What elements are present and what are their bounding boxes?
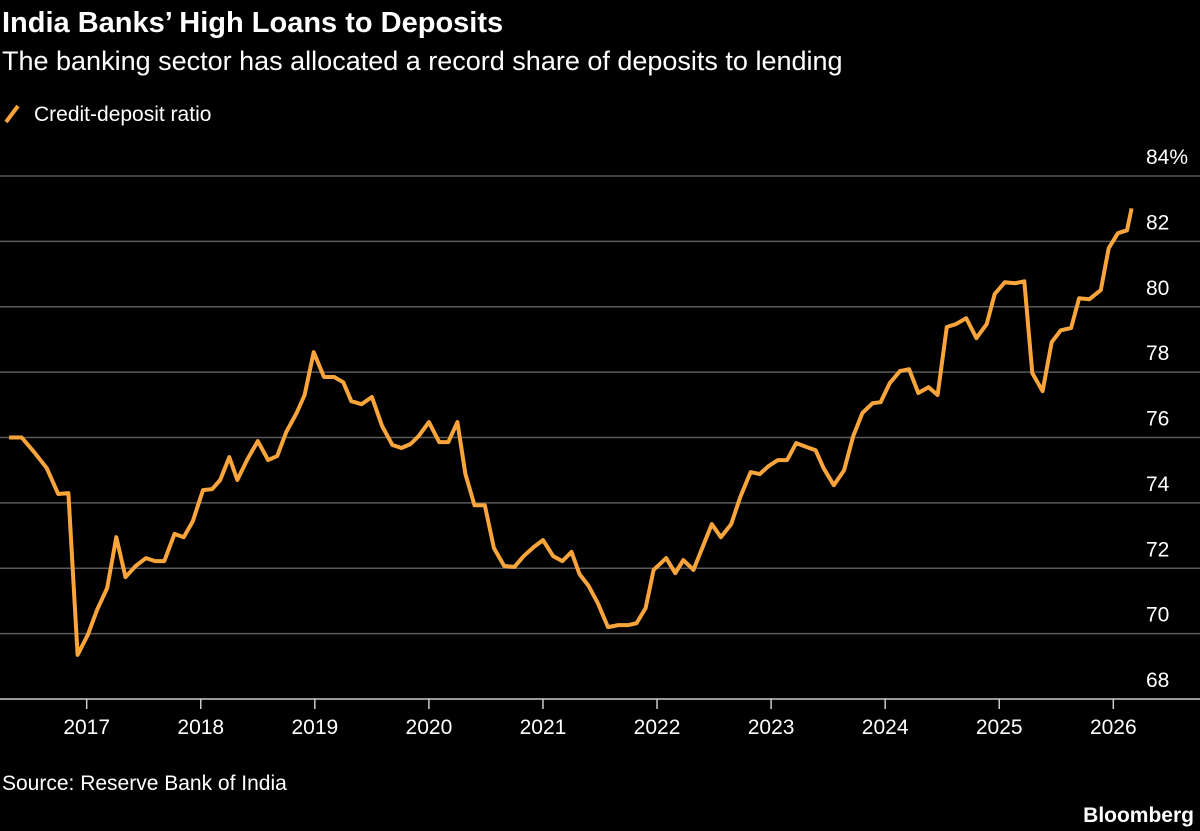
brand: Bloomberg [1083,804,1194,827]
y-tick-label: 76 [1146,408,1169,431]
x-tick-label: 2023 [748,716,795,739]
x-tick-label: 2017 [63,716,110,739]
series-line [9,207,1134,657]
y-tick-label: 68 [1146,669,1169,692]
legend-swatch [4,104,20,124]
chart-subtitle: The banking sector has allocated a recor… [2,46,843,76]
y-tick-label: 82 [1146,211,1169,234]
y-tick-label: 72 [1146,538,1169,561]
x-tick-label: 2025 [976,716,1023,739]
x-tick-label: 2021 [520,716,567,739]
x-tick-label: 2022 [634,716,681,739]
x-tick-label: 2018 [177,716,224,739]
chart-title: India Banks’ High Loans to Deposits [2,7,503,39]
x-tick-label: 2026 [1090,716,1137,739]
y-tick-label: 80 [1146,277,1169,300]
y-tick-label: 78 [1146,342,1169,365]
legend-label: Credit-deposit ratio [34,103,211,126]
x-tick-label: 2020 [406,716,453,739]
y-tick-label: 74 [1146,473,1170,496]
x-tick-label: 2019 [291,716,338,739]
source: Source: Reserve Bank of India [2,772,287,795]
y-tick-label: 84% [1146,146,1188,169]
y-tick-label: 70 [1146,604,1169,627]
x-tick-label: 2024 [862,716,909,739]
